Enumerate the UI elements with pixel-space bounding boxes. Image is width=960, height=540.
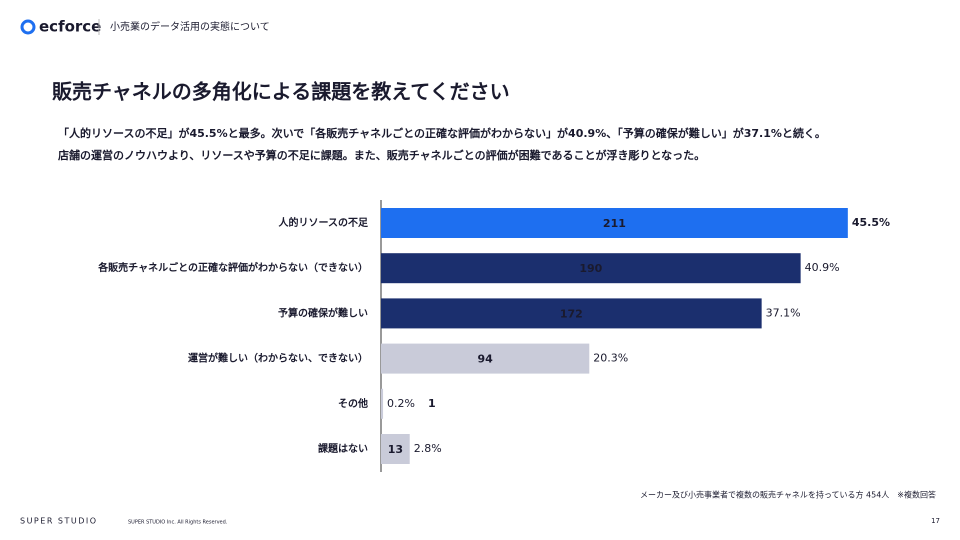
category-label: 予算の確保が難しい [278, 306, 368, 319]
category-label: その他 [338, 397, 368, 410]
value-label: 37.1% [766, 306, 801, 319]
category-label: 運営が難しい（わからない、できない） [188, 352, 368, 365]
count-label: 211 [603, 217, 626, 230]
subtitle: 「人的リソースの不足」が45.5%と最多。次いで「各販売チャネルごとの正確な評価… [58, 126, 826, 140]
count-label: 94 [477, 353, 493, 366]
value-label: 45.5% [852, 216, 890, 229]
subtitle: 店舗の運営のノウハウより、リソースや予算の不足に課題。また、販売チャネルごとの評… [58, 148, 705, 162]
value-label: 20.3% [593, 352, 628, 365]
category-label: 人的リソースの不足 [279, 216, 369, 229]
category-label: 各販売チャネルごとの正確な評価がわからない（できない） [97, 261, 368, 274]
section: 小売業のデータ活用の実態について [110, 20, 270, 33]
chart-title: 販売チャネルの多角化による課題を教えてください [52, 80, 510, 104]
count-label: 190 [579, 262, 602, 275]
count-label: 13 [388, 443, 403, 456]
value-label: 0.2% [387, 397, 415, 410]
footer-brand: SUPER STUDIO [20, 517, 98, 526]
count-label: 172 [560, 307, 583, 320]
value-label: 40.9% [805, 261, 840, 274]
copyright: SUPER STUDIO Inc. All Rights Reserved. [128, 520, 228, 526]
note: メーカー及び小売事業者で複数の販売チャネルを持っている方 454人 ※複数回答 [640, 490, 936, 500]
category-label: 課題はない [318, 442, 368, 455]
value-label: 2.8% [414, 442, 442, 455]
bar [381, 434, 410, 464]
bar [381, 298, 762, 329]
bar [381, 388, 384, 419]
logo: ecforce [39, 18, 101, 36]
count-label: 1 [428, 397, 436, 410]
logo-mark [20, 19, 36, 35]
bar [381, 253, 801, 284]
bar [381, 343, 590, 374]
page-number: 17 [931, 517, 940, 525]
bar [381, 208, 848, 238]
